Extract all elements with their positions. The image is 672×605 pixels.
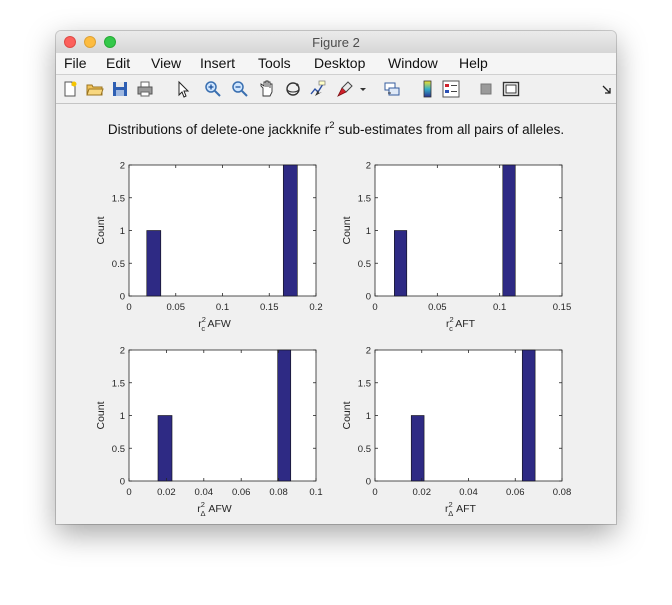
dock-arrow-icon[interactable] bbox=[601, 80, 613, 98]
y-tick-label: 0 bbox=[120, 292, 125, 303]
x-axis-label: r2 Δ AFT bbox=[445, 500, 477, 518]
x-tick-label: 0.08 bbox=[269, 487, 288, 498]
data-cursor-icon[interactable] bbox=[309, 80, 327, 98]
x-tick-label: 0.05 bbox=[428, 302, 447, 313]
legend-icon[interactable] bbox=[442, 80, 460, 98]
y-tick-label: 2 bbox=[120, 161, 125, 172]
y-tick-label: 0.5 bbox=[358, 259, 371, 270]
menu-file[interactable]: File bbox=[64, 55, 87, 71]
zoom-window-button[interactable] bbox=[104, 36, 116, 48]
axes-2: 0 0.05 0.1 0.15 0 0.5 1 1.5 2 Count r2 c AFT bbox=[341, 161, 571, 334]
x-tick-label: 0.1 bbox=[493, 302, 506, 313]
x-tick-label: 0.06 bbox=[232, 487, 251, 498]
pointer-icon[interactable] bbox=[174, 80, 192, 98]
histogram-bar bbox=[410, 415, 425, 482]
x-tick-label: 0.15 bbox=[553, 302, 572, 313]
menu-tools[interactable]: Tools bbox=[258, 55, 291, 71]
rotate-3d-icon[interactable] bbox=[284, 80, 302, 98]
figure-toolbar bbox=[56, 75, 616, 104]
x-tick-label: 0.08 bbox=[553, 487, 572, 498]
y-tick-label: 1.5 bbox=[358, 193, 371, 204]
axes-3: 0 0.02 0.04 0.06 0.08 0.1 0 0.5 1 1.5 2 Count r2 Δ AF… bbox=[95, 346, 323, 519]
x-tick-label: 0.1 bbox=[309, 487, 322, 498]
y-axis-label: Count bbox=[341, 401, 353, 429]
new-figure-icon[interactable] bbox=[61, 80, 79, 98]
x-axis-label: r2 c AFW bbox=[198, 315, 231, 333]
figure-title: Distributions of delete-one jackknife r2… bbox=[108, 120, 564, 137]
y-tick-label: 1.5 bbox=[358, 378, 371, 389]
y-axis-label: Count bbox=[341, 216, 353, 244]
menu-edit[interactable]: Edit bbox=[106, 55, 131, 71]
y-tick-label: 1 bbox=[120, 411, 125, 422]
y-tick-label: 1 bbox=[120, 226, 125, 237]
x-axis-label: r2 Δ AFW bbox=[197, 500, 232, 518]
figure-svg: Distributions of delete-one jackknife r2… bbox=[95, 120, 571, 519]
zoom-out-icon[interactable] bbox=[231, 80, 249, 98]
x-tick-label: 0.2 bbox=[309, 302, 322, 313]
save-icon[interactable] bbox=[111, 80, 129, 98]
y-tick-label: 1 bbox=[366, 226, 371, 237]
colorbar-icon[interactable] bbox=[418, 80, 436, 98]
figure-window: Figure 2 File Edit View Insert Tools Des… bbox=[56, 31, 616, 524]
show-plot-tools-icon[interactable] bbox=[502, 80, 520, 98]
y-tick-label: 0 bbox=[120, 477, 125, 488]
figure-canvas: Distributions of delete-one jackknife r2… bbox=[56, 104, 616, 524]
histogram-bar bbox=[521, 349, 536, 482]
x-axis-label: r2 c AFT bbox=[446, 315, 476, 333]
minimize-window-button[interactable] bbox=[84, 36, 96, 48]
menu-insert[interactable]: Insert bbox=[200, 55, 236, 71]
pan-icon[interactable] bbox=[258, 80, 276, 98]
y-axis-label: Count bbox=[95, 216, 107, 244]
menu-desktop[interactable]: Desktop bbox=[314, 55, 366, 71]
x-tick-label: 0.04 bbox=[195, 487, 214, 498]
brush-dropdown-icon[interactable] bbox=[358, 80, 368, 98]
menu-view[interactable]: View bbox=[151, 55, 182, 71]
title-bar[interactable]: Figure 2 bbox=[56, 31, 616, 54]
link-plot-icon[interactable] bbox=[383, 80, 401, 98]
y-tick-label: 1.5 bbox=[112, 193, 125, 204]
y-tick-label: 0 bbox=[366, 477, 371, 488]
x-tick-label: 0.02 bbox=[413, 487, 432, 498]
y-axis-label: Count bbox=[95, 401, 107, 429]
histogram-bar bbox=[394, 230, 408, 297]
histogram-bar bbox=[502, 164, 516, 297]
axes-1: 0 0.05 0.1 0.15 0.2 0 0.5 1 1.5 2 Count r2 c AFW bbox=[95, 161, 323, 334]
x-tick-label: 0.04 bbox=[459, 487, 478, 498]
x-tick-label: 0 bbox=[126, 302, 131, 313]
histogram-bar bbox=[277, 349, 292, 482]
axes-4: 0 0.02 0.04 0.06 0.08 0 0.5 1 1.5 2 Count r2 Δ AFT bbox=[341, 346, 571, 519]
y-tick-label: 1 bbox=[366, 411, 371, 422]
menu-bar: File Edit View Insert Tools Desktop Wind… bbox=[56, 53, 616, 75]
zoom-in-icon[interactable] bbox=[204, 80, 222, 98]
menu-window[interactable]: Window bbox=[388, 55, 438, 71]
y-tick-label: 0.5 bbox=[112, 259, 125, 270]
y-tick-label: 0.5 bbox=[358, 444, 371, 455]
brush-icon[interactable] bbox=[336, 80, 354, 98]
y-tick-label: 2 bbox=[366, 161, 371, 172]
y-tick-label: 0 bbox=[366, 292, 371, 303]
y-tick-label: 2 bbox=[366, 346, 371, 357]
y-tick-label: 2 bbox=[120, 346, 125, 357]
hide-plot-tools-icon[interactable] bbox=[477, 80, 495, 98]
y-tick-label: 0.5 bbox=[112, 444, 125, 455]
print-icon[interactable] bbox=[136, 80, 154, 98]
x-tick-label: 0.05 bbox=[167, 302, 186, 313]
x-tick-label: 0.1 bbox=[216, 302, 229, 313]
x-tick-label: 0 bbox=[126, 487, 131, 498]
x-tick-label: 0 bbox=[372, 487, 377, 498]
histogram-bar bbox=[282, 164, 298, 297]
histogram-bar bbox=[157, 415, 173, 482]
x-tick-label: 0.15 bbox=[260, 302, 279, 313]
x-tick-label: 0.06 bbox=[506, 487, 525, 498]
x-tick-label: 0.02 bbox=[157, 487, 176, 498]
x-tick-label: 0 bbox=[372, 302, 377, 313]
close-window-button[interactable] bbox=[64, 36, 76, 48]
menu-help[interactable]: Help bbox=[459, 55, 488, 71]
window-title: Figure 2 bbox=[312, 35, 360, 50]
open-file-icon[interactable] bbox=[86, 80, 104, 98]
histogram-bar bbox=[146, 230, 162, 297]
y-tick-label: 1.5 bbox=[112, 378, 125, 389]
